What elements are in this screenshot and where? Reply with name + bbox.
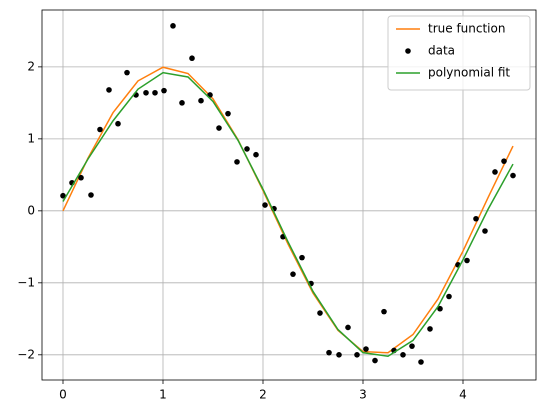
data-point — [198, 97, 204, 104]
data-point — [299, 254, 305, 261]
y-tick-label: −1 — [17, 275, 35, 289]
data-point — [492, 169, 498, 175]
data-point — [234, 159, 240, 165]
data-point — [437, 305, 443, 312]
x-tick-label: 0 — [59, 388, 67, 402]
data-point — [464, 257, 470, 264]
data-point — [179, 100, 185, 106]
y-tick-label: 1 — [27, 131, 35, 145]
data-point — [400, 352, 406, 358]
data-point — [88, 192, 94, 198]
data-point — [363, 346, 369, 352]
y-tick-label: 0 — [27, 203, 35, 217]
legend-label: data — [428, 44, 455, 58]
data-point — [501, 158, 507, 164]
data-point — [124, 69, 130, 76]
data-point — [78, 174, 84, 181]
data-point — [290, 271, 296, 277]
y-tick-label: −2 — [17, 347, 35, 361]
data-point — [446, 293, 452, 300]
data-point — [97, 126, 103, 133]
data-point — [161, 87, 167, 94]
data-point — [409, 343, 415, 349]
data-point — [216, 125, 222, 131]
legend-marker — [405, 48, 411, 54]
data-point — [372, 357, 378, 364]
line-series — [62, 71, 514, 358]
legend-label: true function — [428, 22, 505, 36]
data-point — [152, 89, 158, 96]
data-point — [253, 151, 259, 158]
legend-label: polynomial fit — [428, 66, 510, 80]
data-point — [418, 359, 424, 365]
data-point — [262, 202, 268, 208]
data-point — [336, 352, 342, 358]
y-tick-label: 2 — [27, 59, 35, 73]
data-point — [427, 326, 433, 332]
x-tick-label: 2 — [259, 388, 267, 402]
data-point — [473, 215, 479, 222]
data-point — [381, 308, 387, 315]
x-tick-label: 1 — [159, 388, 167, 402]
data-point — [106, 87, 112, 93]
data-point — [143, 89, 149, 96]
data-point — [189, 55, 195, 62]
data-point — [170, 23, 176, 29]
data-point — [317, 310, 323, 316]
x-tick-label: 4 — [459, 388, 467, 402]
data-point — [244, 146, 250, 152]
data-point — [482, 228, 488, 234]
line-series — [62, 66, 514, 354]
data-point — [60, 192, 66, 199]
data-point — [345, 324, 351, 331]
data-point — [326, 349, 332, 356]
data-point — [510, 172, 516, 179]
legend-box — [387, 15, 531, 91]
data-point — [225, 110, 231, 117]
data-point — [115, 120, 121, 127]
x-tick-label: 3 — [359, 388, 367, 402]
data-point — [354, 352, 360, 358]
axes-frame — [41, 9, 537, 381]
